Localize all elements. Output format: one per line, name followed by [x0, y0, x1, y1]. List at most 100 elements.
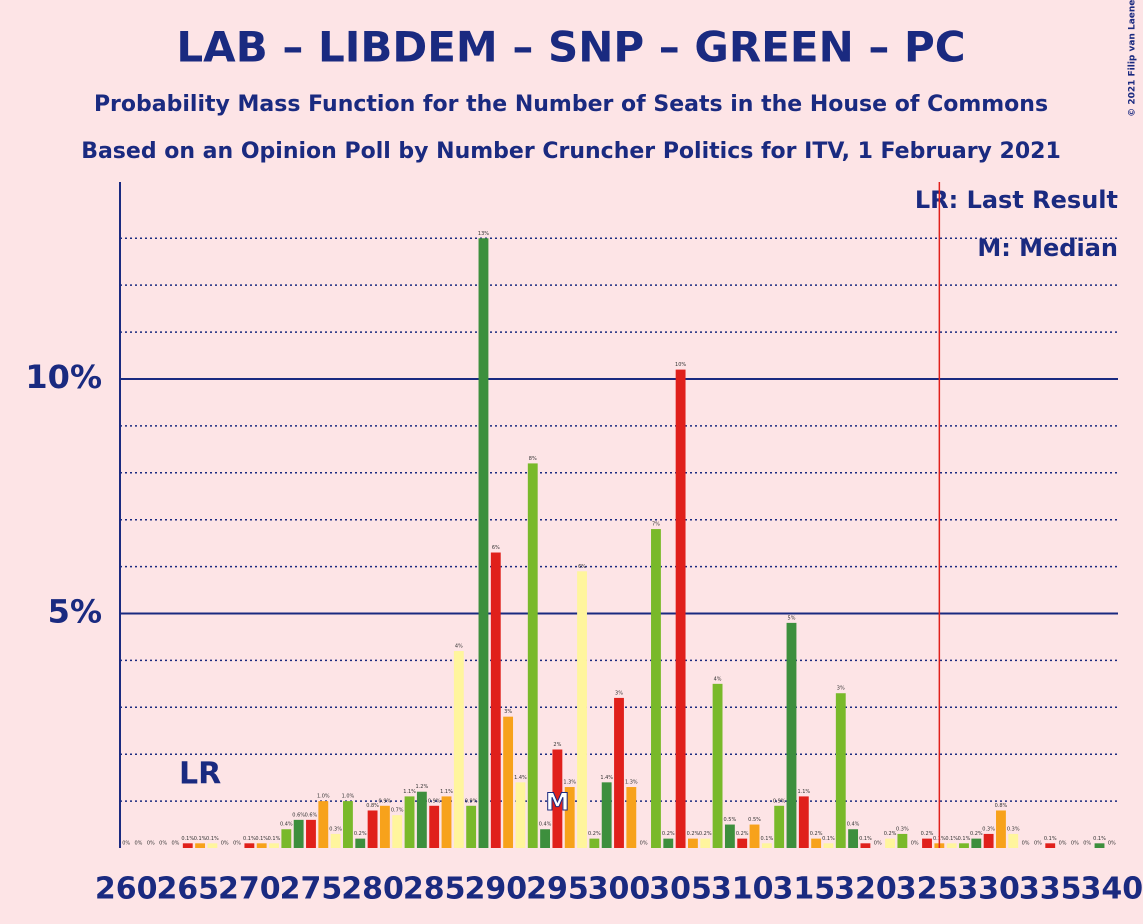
y-tick-label: 5% — [48, 592, 102, 630]
data-label: 0% — [1059, 841, 1067, 847]
data-label: 1.1% — [797, 789, 810, 795]
bar — [922, 838, 932, 848]
data-label: 0.3% — [982, 826, 995, 832]
x-tick-label: 280 — [341, 872, 404, 907]
bar — [379, 805, 390, 848]
bar — [971, 838, 982, 848]
data-label: 0.2% — [884, 831, 897, 837]
data-label: 0% — [640, 841, 648, 847]
bar — [996, 810, 1006, 848]
bar — [453, 651, 464, 848]
data-label: 1.3% — [625, 780, 638, 786]
bar — [897, 833, 908, 848]
data-label: 0.1% — [1093, 836, 1106, 842]
data-label: 0.9% — [379, 798, 392, 804]
data-label: 2% — [553, 742, 561, 748]
bar — [737, 838, 748, 848]
bar — [441, 796, 452, 848]
data-label: 0% — [1034, 841, 1042, 847]
bar — [712, 683, 723, 848]
data-label: 0.2% — [970, 831, 983, 837]
bar — [761, 843, 772, 848]
bar — [207, 843, 218, 848]
bar — [244, 843, 255, 848]
chart-title: LAB – LIBDEM – SNP – GREEN – PC — [176, 23, 965, 72]
bar — [466, 805, 477, 848]
data-label: 0% — [1108, 841, 1116, 847]
bar — [700, 838, 711, 848]
data-label: 1.3% — [563, 780, 576, 786]
x-tick-label: 325 — [896, 872, 959, 907]
data-label: 0.2% — [736, 831, 749, 837]
data-label: 13% — [478, 231, 489, 237]
x-tick-label: 315 — [773, 872, 836, 907]
data-label: 0% — [135, 841, 143, 847]
bar — [675, 369, 686, 848]
data-label: 0.1% — [761, 836, 774, 842]
data-label: 0.2% — [699, 831, 712, 837]
bar — [330, 833, 341, 848]
x-tick-label: 320 — [834, 872, 897, 907]
bar — [724, 824, 735, 848]
data-label: 0.1% — [255, 836, 268, 842]
data-label: 0.2% — [687, 831, 700, 837]
data-label: 0.2% — [354, 831, 367, 837]
data-label: 0.6% — [292, 812, 305, 818]
last-result-marker: LR — [179, 757, 221, 792]
bar — [404, 796, 415, 848]
bar — [490, 552, 501, 848]
bar — [318, 801, 329, 848]
x-tick-label: 285 — [403, 872, 466, 907]
data-label: 0.1% — [206, 836, 219, 842]
bar — [577, 571, 587, 848]
data-label: 0.3% — [896, 826, 909, 832]
data-label: 0.1% — [194, 836, 207, 842]
data-label: 1.0% — [317, 794, 330, 800]
bar — [663, 838, 674, 848]
data-label: 1.4% — [600, 775, 613, 781]
bar — [626, 787, 637, 848]
data-label: 0.5% — [724, 817, 737, 823]
bar — [959, 843, 969, 848]
legend-entry: LR: Last Result — [915, 186, 1118, 214]
data-label: 1.1% — [440, 789, 453, 795]
bar — [946, 843, 957, 848]
bar — [823, 843, 834, 848]
data-label: 8% — [529, 456, 537, 462]
bar — [811, 838, 822, 848]
bar — [1045, 843, 1056, 848]
data-label: 5% — [788, 615, 796, 621]
data-label: 0.1% — [822, 836, 835, 842]
bar — [552, 749, 563, 848]
bar — [687, 838, 698, 848]
bar — [306, 819, 316, 848]
data-label: 0.1% — [859, 836, 872, 842]
bar — [281, 829, 292, 848]
chart-subtitle: Based on an Opinion Poll by Number Crunc… — [81, 139, 1061, 164]
bar — [885, 838, 895, 848]
x-tick-label: 275 — [280, 872, 343, 907]
x-tick-label: 300 — [588, 872, 651, 907]
data-label: 0% — [874, 841, 882, 847]
bar — [614, 697, 624, 848]
bar — [527, 463, 538, 848]
data-label: 3% — [837, 686, 845, 692]
copyright: © 2021 Filip van Laenen — [1128, 0, 1138, 117]
bar — [1094, 843, 1105, 848]
x-tick-label: 295 — [526, 872, 589, 907]
bar — [749, 824, 760, 848]
x-tick-label: 290 — [464, 872, 527, 907]
bar — [983, 833, 994, 848]
data-label: 0.9% — [428, 798, 441, 804]
data-label: 10% — [675, 362, 686, 368]
x-tick-label: 335 — [1019, 872, 1082, 907]
data-label: 0.3% — [329, 826, 342, 832]
x-tick-label: 340 — [1081, 872, 1143, 907]
x-tick-label: 270 — [218, 872, 281, 907]
bar — [182, 843, 193, 848]
bar — [478, 238, 489, 849]
data-label: 4% — [455, 644, 463, 650]
data-label: 1.2% — [416, 784, 429, 790]
data-label: 1.1% — [403, 789, 416, 795]
